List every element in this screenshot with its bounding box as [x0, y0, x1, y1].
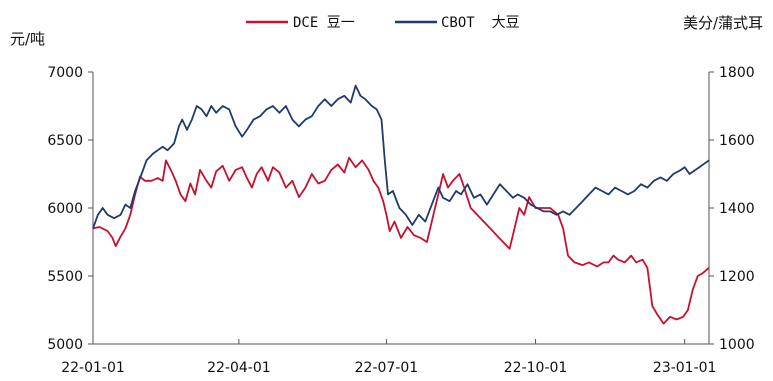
y-right-axis-title: 美分/蒲式耳	[683, 14, 763, 32]
legend-label-cbot: CBOT 大豆	[441, 15, 520, 31]
y-right-tick-label: 1400	[719, 201, 755, 217]
y-left-tick-label: 5500	[47, 269, 83, 285]
legend-label-dce: DCE 豆一	[293, 15, 355, 31]
y-left-tick-label: 6500	[47, 133, 83, 149]
y-left-tick-label: 7000	[47, 65, 83, 81]
series-layer	[92, 84, 710, 325]
y-right-tick-label: 1200	[719, 269, 755, 285]
axes	[92, 72, 710, 345]
x-tick-label: 22-10-01	[504, 360, 568, 376]
y-right-tick-labels: 1800 1600 1400 1200 1000	[719, 65, 755, 353]
y-left-tick-label: 6000	[47, 201, 83, 217]
legend: DCE 豆一 CBOT 大豆	[246, 15, 520, 31]
series-line-cbot	[92, 84, 710, 229]
x-tick-label: 22-07-01	[355, 360, 419, 376]
x-tick-label: 22-01-01	[61, 360, 125, 376]
series-line-dce	[92, 156, 710, 325]
y-left-axis-title: 元/吨	[10, 30, 45, 48]
y-left-tick-labels: 7000 6500 6000 5500 5000	[47, 65, 83, 353]
y-right-tick-label: 1000	[719, 337, 755, 353]
x-tick-label: 23-01-01	[653, 360, 717, 376]
x-tick-labels: 22-01-01 22-04-01 22-07-01 22-10-01 23-01-01	[61, 360, 716, 376]
ticks	[88, 71, 714, 345]
y-right-tick-label: 1600	[719, 133, 755, 149]
y-right-tick-label: 1800	[719, 65, 755, 81]
x-tick-label: 22-04-01	[207, 360, 271, 376]
y-left-tick-label: 5000	[47, 337, 83, 353]
